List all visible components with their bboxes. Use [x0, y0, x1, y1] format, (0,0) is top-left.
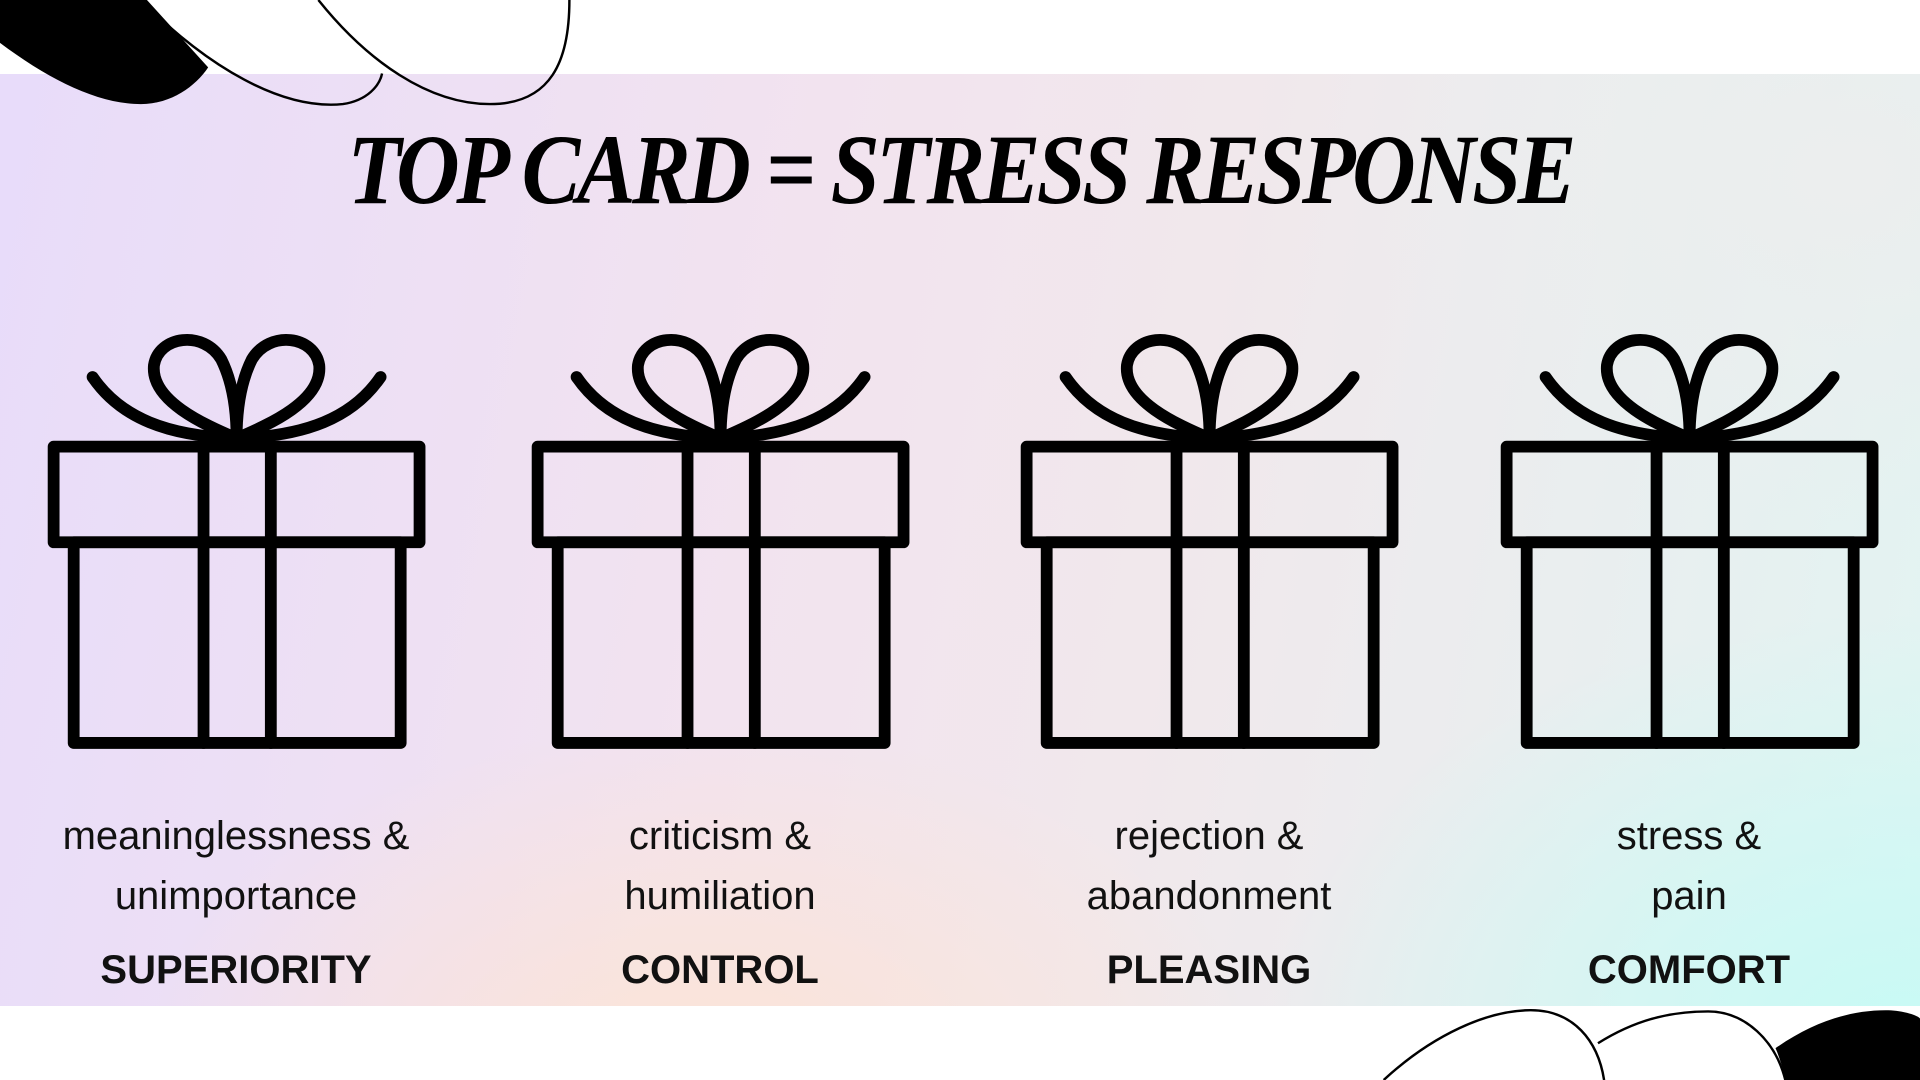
gift-icon: [47, 334, 426, 749]
trigger-line-1: rejection &: [1114, 814, 1304, 858]
response-label: SUPERIORITY: [100, 948, 372, 992]
response-label: PLEASING: [1106, 948, 1312, 992]
response-label: COMFORT: [1587, 948, 1791, 992]
card-2: criticism & humiliation CONTROL: [527, 328, 913, 992]
gift-icon: [531, 334, 910, 749]
card-3: rejection & abandonment PLEASING: [1016, 328, 1402, 992]
trigger-line-1: meaningless­ness &: [62, 814, 410, 858]
title-text: TOP CARD = STRESS RESPONSE: [347, 114, 1576, 225]
bottom-right-outline-2: [1597, 1010, 1787, 1080]
card-4: stress & pain COMFORT: [1496, 328, 1882, 992]
bottom-right-outline-1: [1382, 1008, 1606, 1080]
trigger-line-1: stress &: [1616, 814, 1762, 858]
gift-icon: [1500, 334, 1879, 749]
gift-icon: [1020, 334, 1399, 749]
trigger-line-2: humiliation: [624, 874, 816, 918]
bottom-right-black-blob: [1775, 1010, 1920, 1080]
slide-title: TOP CARD = STRESS RESPONSE: [0, 112, 1920, 227]
trigger-line-1: criticism &: [628, 814, 812, 858]
response-label: CONTROL: [621, 948, 819, 992]
trigger-line-2: abandonment: [1086, 874, 1332, 918]
trigger-line-2: unimportance: [114, 874, 358, 918]
trigger-line-2: pain: [1651, 874, 1727, 918]
card-1: meaningless­ness & unimportance SUPERIORIT…: [43, 328, 429, 992]
